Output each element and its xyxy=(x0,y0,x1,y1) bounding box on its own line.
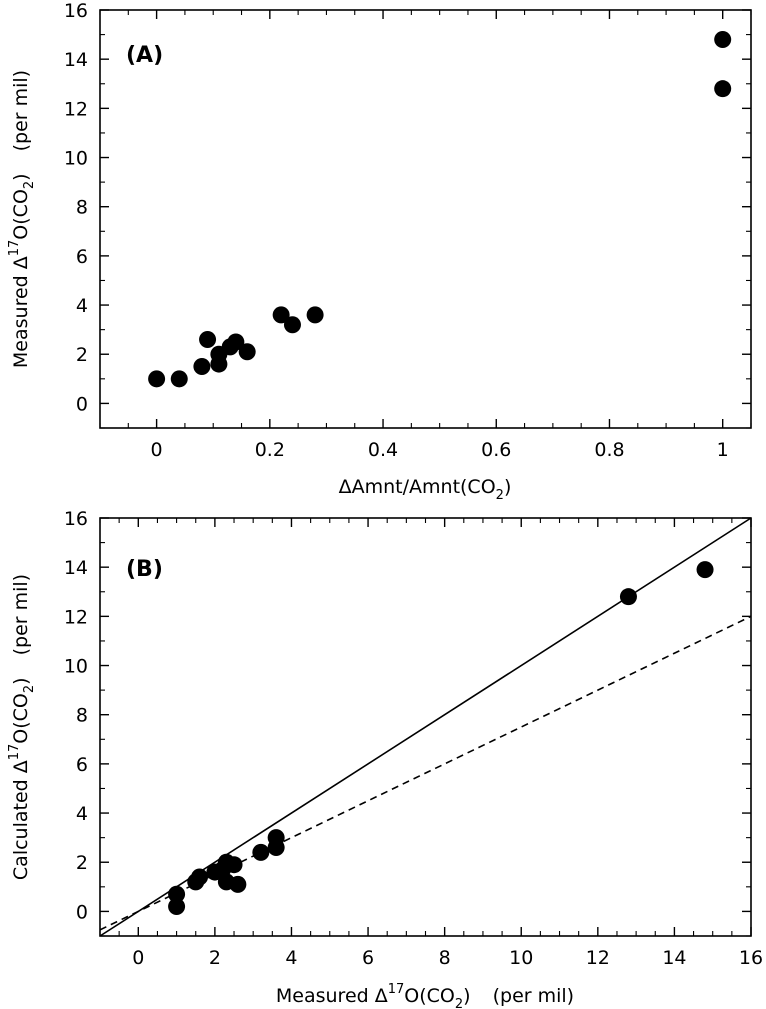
panel-b-data-point xyxy=(229,875,247,893)
panel-b-solid-line xyxy=(99,517,752,937)
panel-b-data-point xyxy=(168,897,186,915)
panel-b-x-axis-label: Measured Δ17O(CO2) (per mil) xyxy=(276,982,574,1009)
panel-b-y-tick-label: 2 xyxy=(76,852,88,874)
panel-b-x-tick-label: 0 xyxy=(132,947,144,969)
panel-a-y-tick-label: 6 xyxy=(76,246,88,268)
panel-b-x-tick-label: 16 xyxy=(739,947,763,969)
panel-a-y-tick-label: 4 xyxy=(76,295,88,317)
panel-a-x-tick-label: 1 xyxy=(717,439,729,461)
panel-b-y-tick-label: 10 xyxy=(64,656,88,678)
panel-b-data-point xyxy=(267,829,285,847)
panel-b-data-point xyxy=(696,561,714,579)
panel-b-x-tick-label: 4 xyxy=(285,947,297,969)
panel-a-y-tick-label: 12 xyxy=(64,98,88,120)
panel-a-plot-frame xyxy=(99,9,752,429)
panel-a-y-tick-label: 10 xyxy=(64,148,88,170)
panel-b-y-tick-label: 0 xyxy=(76,901,88,923)
panel-a-data-point xyxy=(148,370,166,388)
panel-a-x-tick-label: 0.8 xyxy=(594,439,624,461)
panel-a-y-tick-label: 0 xyxy=(76,393,88,415)
panel-a-points xyxy=(148,31,732,388)
panel-b-data-point xyxy=(191,868,209,886)
panel-b-x-tick-label: 8 xyxy=(439,947,451,969)
panel-a-data-point xyxy=(272,306,290,324)
panel-b-y-tick-label: 6 xyxy=(76,754,88,776)
panel-b-data-point xyxy=(225,856,243,874)
panel-a-data-point xyxy=(283,316,301,334)
panel-a-x-tick-label: 0 xyxy=(151,439,163,461)
panel-a-x-axis-label: ΔAmnt/Amnt(CO2) xyxy=(339,476,512,503)
panel-a-data-point xyxy=(306,306,324,324)
panel-a-x-tick-label: 0.4 xyxy=(368,439,398,461)
panel-a-x-tick-label: 0.2 xyxy=(255,439,285,461)
panel-a-y-tick-label: 14 xyxy=(64,49,88,71)
panel-b-x-tick-label: 14 xyxy=(662,947,686,969)
panel-a-data-point xyxy=(227,333,245,351)
panel-a-y-tick-label: 16 xyxy=(64,0,88,22)
panel-b-y-tick-label: 12 xyxy=(64,606,88,628)
panel-b-y-axis-label: Calculated Δ17O(CO2)(per mil) xyxy=(7,574,37,880)
panel-a-data-point xyxy=(170,370,188,388)
panel-b-x-tick-label: 2 xyxy=(209,947,221,969)
panel-b-ticks: 0 2 4 6 8 10 12 14 16 0 2 4 6 8 10 12 14 16 xyxy=(64,508,763,969)
panel-b-label: (B) xyxy=(126,557,163,582)
panel-a-data-point xyxy=(714,80,732,98)
panel-a-label: (A) xyxy=(126,43,163,68)
panel-b-y-tick-label: 16 xyxy=(64,508,88,530)
panel-b: 0 2 4 6 8 10 12 14 16 0 2 4 6 8 10 12 14 16 (B) Measured … xyxy=(7,508,763,1009)
panel-b-x-tick-label: 10 xyxy=(509,947,533,969)
panel-b-data-point xyxy=(252,843,270,861)
panel-a-data-point xyxy=(714,31,732,49)
panel-b-x-tick-label: 6 xyxy=(362,947,374,969)
panel-a-y-tick-label: 2 xyxy=(76,344,88,366)
panel-b-y-tick-label: 4 xyxy=(76,803,88,825)
panel-b-points xyxy=(168,561,714,915)
panel-b-x-tick-label: 12 xyxy=(586,947,610,969)
panel-a-y-tick-label: 8 xyxy=(76,197,88,219)
panel-a-x-tick-label: 0.6 xyxy=(481,439,511,461)
panel-a-data-point xyxy=(238,343,256,361)
panel-a-y-axis-label: Measured Δ17O(CO2)(per mil) xyxy=(7,70,37,368)
panel-b-y-tick-label: 8 xyxy=(76,705,88,727)
panel-b-data-point xyxy=(168,885,186,903)
panel-b-data-point xyxy=(619,588,637,606)
panel-a-data-point xyxy=(199,330,217,348)
panel-a-data-point xyxy=(193,358,211,376)
panel-b-y-tick-label: 14 xyxy=(64,557,88,579)
